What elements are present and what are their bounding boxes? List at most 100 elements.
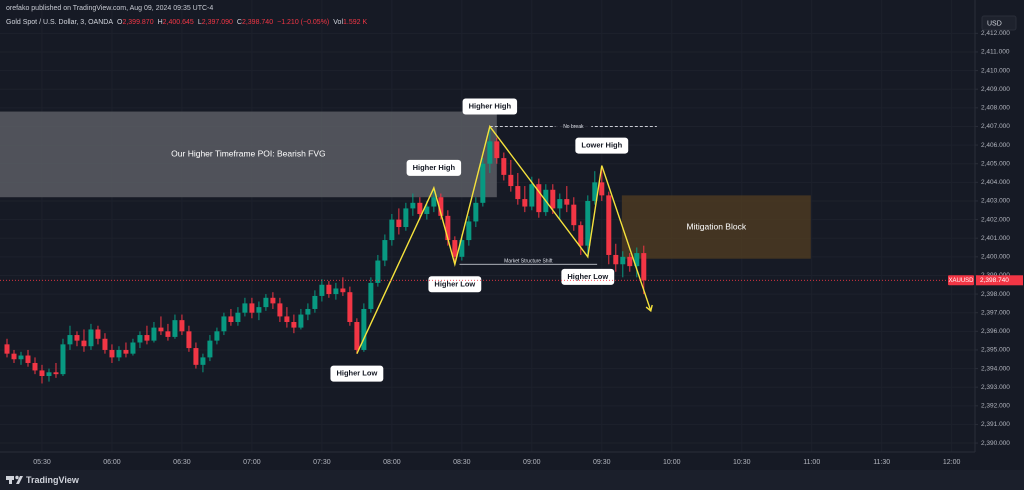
candle-body (151, 327, 157, 341)
zones (0, 111, 811, 259)
y-tick-label: 2,397.000 (981, 309, 1010, 316)
candle-body (270, 297, 276, 304)
y-tick-label: 2,400.000 (981, 254, 1010, 261)
candle-body (39, 370, 45, 377)
x-tick-label: 06:30 (173, 459, 191, 466)
footer (0, 470, 1024, 490)
candle-body (585, 200, 591, 246)
candle-body (186, 331, 192, 349)
branding: TradingView (26, 475, 80, 485)
candle-body (480, 163, 486, 203)
candle-body (74, 335, 80, 341)
legend-value: 2,397.090 (202, 19, 233, 26)
legend-key: Vol (333, 19, 343, 26)
candle-body (137, 335, 143, 343)
annotations: Our Higher Timeframe POI: Bearish FVG Mit… (0, 98, 975, 382)
candle-body (361, 308, 367, 350)
swing-label: Higher Low (330, 365, 384, 382)
y-tick-label: 2,395.000 (981, 347, 1010, 354)
candle-body (53, 372, 59, 375)
x-tick-label: 09:00 (523, 459, 541, 466)
candle-body (599, 182, 605, 196)
y-tick-label: 2,402.000 (981, 216, 1010, 223)
swing-label-text: Higher High (413, 163, 456, 172)
price-axis-bg (975, 0, 1024, 470)
legend-value: 2,400.645 (163, 19, 194, 26)
candle-body (620, 256, 626, 265)
level-label: No break (563, 124, 584, 130)
candle-body (25, 355, 31, 363)
candle-body (536, 184, 542, 213)
swing-label-text: Higher Low (434, 279, 475, 288)
y-tick-label: 2,393.000 (981, 384, 1010, 391)
candle-body (18, 355, 24, 360)
ticker-tag (948, 275, 974, 286)
y-tick-label: 2,398.000 (981, 291, 1010, 298)
candle-body (130, 342, 136, 354)
y-tick-label: 2,404.000 (981, 179, 1010, 186)
last-price-label: 2,398.740 (980, 277, 1009, 284)
swing-label-text: Lower High (581, 141, 622, 150)
x-tick-label: 08:30 (453, 459, 471, 466)
candle-body (221, 316, 227, 332)
logo-shape (9, 480, 12, 484)
candle-body (109, 349, 115, 358)
x-tick-label: 06:00 (103, 459, 121, 466)
tradingview-logo: TradingView (6, 475, 80, 485)
x-tick-label: 12:00 (943, 459, 961, 466)
candle-body (235, 312, 241, 323)
y-tick-label: 2,396.000 (981, 328, 1010, 335)
candle-body (263, 297, 269, 308)
candle-body (319, 284, 325, 296)
candle-body (508, 174, 514, 187)
y-tick-label: 2,409.000 (981, 86, 1010, 93)
candle-body (165, 331, 171, 337)
swing-arrowhead (645, 304, 653, 313)
candle-body (641, 253, 647, 281)
swing-label-bg (575, 137, 629, 154)
x-tick-label: 09:30 (593, 459, 611, 466)
legend-key: L (198, 19, 202, 26)
swing-label: Higher High (462, 98, 518, 115)
y-tick-label: 2,410.000 (981, 67, 1010, 74)
candle-body (95, 329, 101, 339)
header: orefako published on TradingView.com, Au… (6, 5, 213, 12)
candle-body (382, 240, 388, 261)
legend-key: O (117, 19, 123, 26)
y-tick-label: 2,394.000 (981, 365, 1010, 372)
candle-body (466, 221, 472, 241)
candle-body (172, 320, 178, 337)
candle-body (445, 215, 451, 241)
candle-body (277, 303, 283, 317)
swing-line (356, 124, 652, 354)
candle-body (228, 316, 234, 323)
y-tick-label: 2,408.000 (981, 105, 1010, 112)
ticker: XAUUSD (948, 278, 974, 284)
x-tick-label: 07:30 (313, 459, 331, 466)
candle-body (81, 340, 87, 347)
candle-body (389, 219, 395, 241)
currency-box (981, 15, 1017, 31)
legend-key: H (158, 19, 163, 26)
candle-body (354, 322, 360, 350)
swing-label-text: Higher Low (567, 272, 608, 281)
x-tick-label: 05:30 (33, 459, 51, 466)
candle-body (179, 320, 185, 332)
level-label-bg (555, 123, 592, 130)
candle-body (494, 141, 500, 159)
legend: Gold Spot / U.S. Dollar, 3, OANDA O2,399.… (6, 19, 367, 26)
zone-label: Our Higher Timeframe POI: Bearish FVG (171, 149, 325, 159)
symbol: Gold Spot / U.S. Dollar, 3, OANDA (6, 19, 113, 26)
candle-body (368, 282, 374, 309)
y-tick-label: 2,390.000 (981, 440, 1010, 447)
candle-body (410, 202, 416, 209)
candle-body (312, 295, 318, 309)
candle-body (4, 344, 10, 354)
x-tick-label: 10:30 (733, 459, 751, 466)
swing-label-bg (406, 159, 462, 176)
candle-body (116, 349, 122, 358)
candle-body (501, 158, 507, 175)
candle-body (46, 372, 52, 377)
